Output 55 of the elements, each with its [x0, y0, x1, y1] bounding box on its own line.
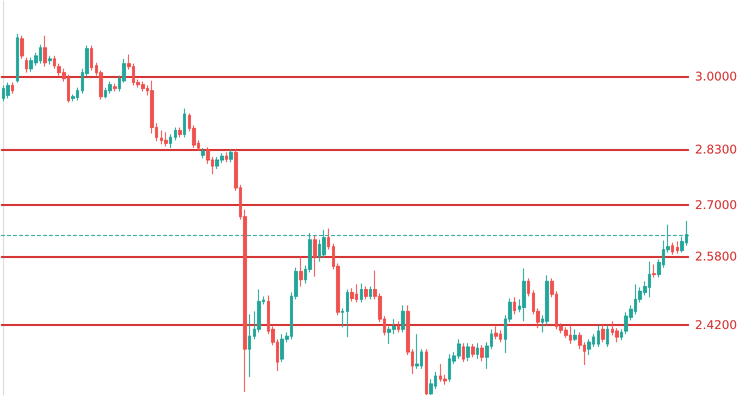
y-tick-label: 2.4200 — [695, 318, 737, 332]
candlestick — [11, 82, 14, 94]
candlestick — [108, 81, 112, 94]
candlestick — [415, 334, 419, 370]
candlestick — [425, 348, 428, 396]
candlestick — [401, 304, 405, 333]
candlestick — [225, 152, 228, 163]
candlestick — [48, 55, 52, 65]
candlestick — [299, 256, 303, 288]
candlestick — [369, 286, 372, 300]
candlestick — [597, 324, 600, 348]
candlestick — [169, 134, 172, 149]
candlestick — [471, 343, 475, 358]
candlestick — [313, 235, 317, 278]
candlestick — [522, 268, 526, 322]
candlestick — [229, 148, 233, 163]
candlestick — [25, 57, 28, 74]
candlestick — [480, 344, 484, 362]
candlestick — [183, 108, 186, 138]
candlestick — [16, 34, 19, 83]
candlestick — [43, 35, 47, 68]
candlestick — [20, 35, 24, 60]
candlestick — [201, 148, 205, 159]
candlestick — [341, 308, 344, 328]
y-tick-label: 3.0000 — [695, 69, 737, 84]
candlestick — [364, 286, 368, 300]
candlestick — [350, 288, 354, 302]
candlestick — [178, 126, 182, 138]
candlestick — [90, 45, 93, 71]
candlestick — [113, 83, 117, 92]
candlestick — [671, 242, 674, 256]
candlestick — [327, 228, 330, 250]
candlestick — [462, 342, 465, 362]
candlestick — [476, 342, 479, 360]
candlestick — [466, 342, 470, 362]
y-tick-label: 2.8300 — [695, 142, 737, 156]
candlestick — [513, 296, 516, 315]
candlestick — [527, 278, 530, 297]
candlestick — [6, 82, 10, 99]
candlestick — [652, 264, 656, 278]
candlestick — [606, 324, 609, 348]
candlestick — [494, 326, 498, 340]
candlestick — [601, 324, 605, 343]
candlestick — [573, 328, 577, 342]
candlestick — [360, 283, 363, 303]
candlestick — [174, 126, 177, 141]
candlestick — [620, 328, 623, 341]
candlestick — [248, 314, 251, 378]
candlestick — [53, 55, 56, 70]
candlestick — [676, 241, 679, 254]
candlestick — [346, 289, 349, 338]
candlestick — [397, 320, 400, 333]
candlestick — [164, 132, 168, 147]
y-tick-label: 2.5800 — [695, 250, 737, 264]
y-tick-label: 2.7000 — [695, 198, 737, 212]
